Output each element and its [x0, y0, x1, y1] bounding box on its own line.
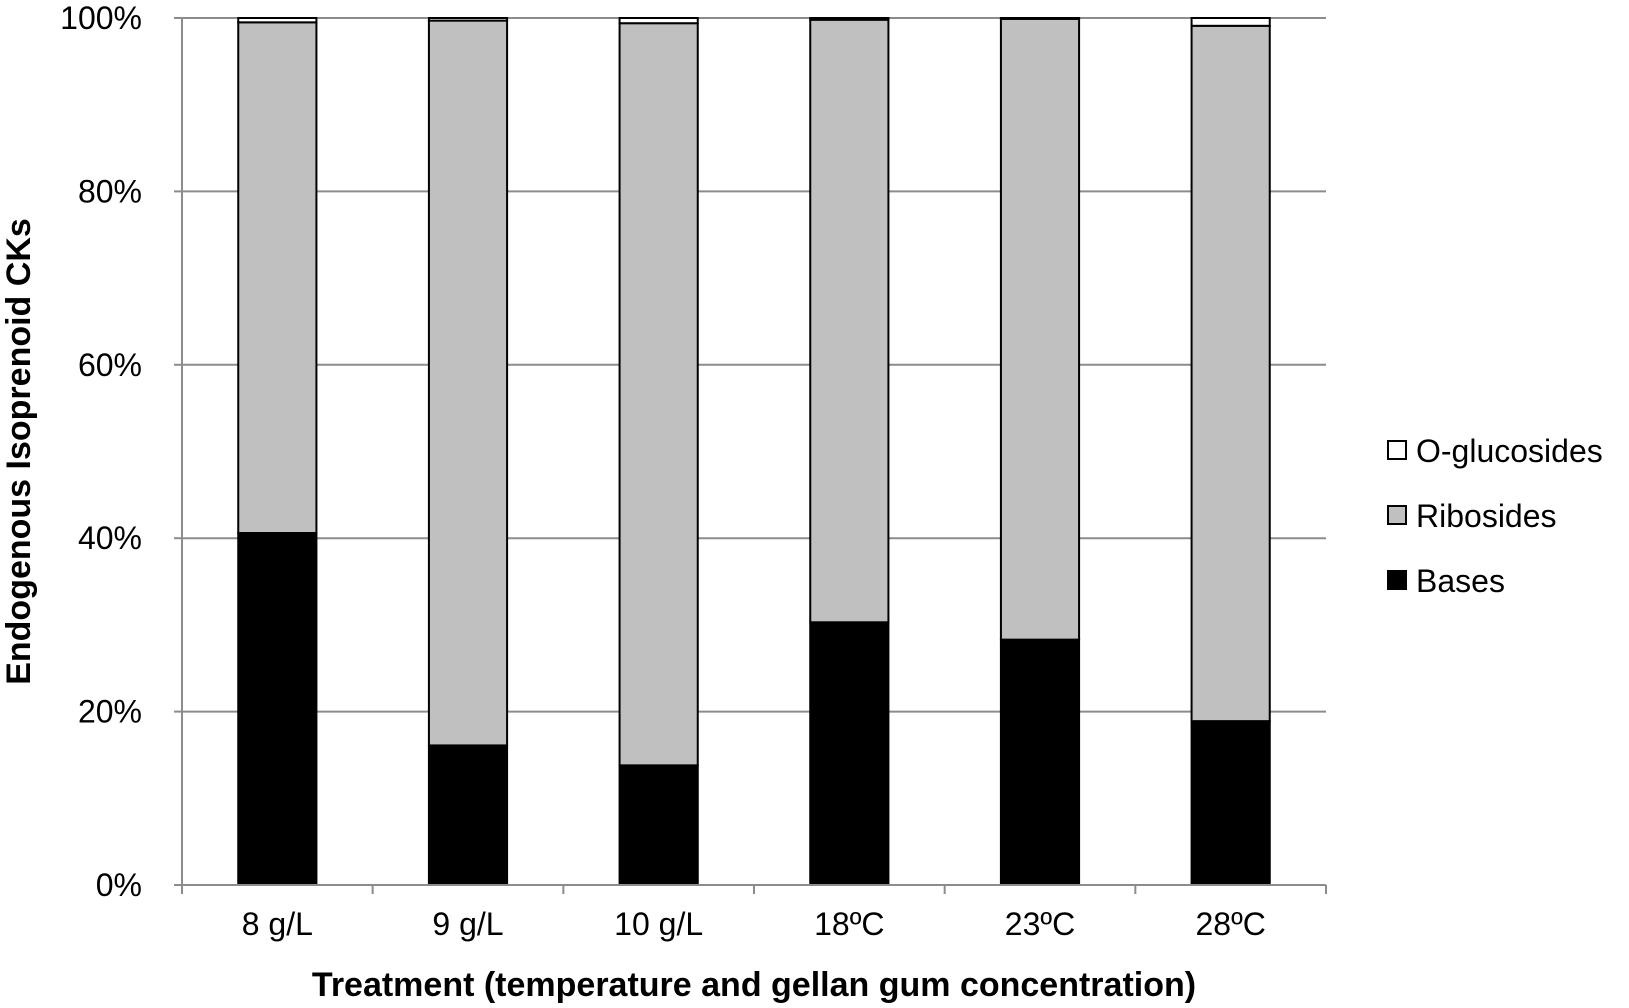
x-tick-labels: 8 g/L 9 g/L 10 g/L 18ºC 23ºC 28ºC	[242, 906, 1266, 942]
y-tick-label: 20%	[78, 694, 142, 730]
axes	[181, 18, 1326, 886]
y-tick-label: 40%	[78, 520, 142, 556]
y-tick-label: 80%	[78, 173, 142, 209]
bar-segment	[618, 764, 699, 886]
y-axis-title: Endogenous Isoprenoid CKs	[0, 218, 38, 685]
legend-label: Bases	[1416, 563, 1505, 599]
legend-item: O-glucosides	[1387, 433, 1603, 469]
bar-segment	[999, 638, 1081, 886]
bar-segment	[427, 19, 509, 747]
gridlines	[174, 17, 1327, 894]
y-tick-labels: 0% 20% 40% 60% 80% 100%	[60, 0, 142, 903]
bar-segment	[427, 17, 509, 22]
bar-segment	[427, 744, 509, 887]
bar-stack	[999, 17, 1081, 886]
bar-segment	[1190, 24, 1271, 723]
bar-segment	[618, 22, 699, 767]
bar-stack	[1190, 17, 1271, 887]
bar-segment	[809, 18, 890, 624]
x-tick-label: 8 g/L	[242, 906, 313, 942]
y-tick-label: 0%	[96, 867, 142, 903]
bar-stack	[237, 17, 318, 886]
bar-segment	[809, 17, 890, 21]
bar-stack	[427, 17, 509, 887]
legend-swatch	[1387, 440, 1407, 460]
bar-stacks	[237, 17, 1271, 887]
x-axis-title: Treatment (temperature and gellan gum co…	[312, 966, 1196, 1004]
x-tick-label: 18ºC	[814, 906, 884, 942]
legend-swatch	[1387, 505, 1407, 525]
x-tick-label: 9 g/L	[432, 906, 503, 942]
legend-swatch	[1387, 570, 1407, 590]
bar-segment	[809, 621, 890, 886]
legend-label: Ribosides	[1416, 498, 1557, 534]
bar-segment	[999, 17, 1081, 20]
bar-segment	[237, 21, 318, 534]
bar-stack	[809, 17, 890, 886]
x-tick-label: 28ºC	[1195, 906, 1265, 942]
bar-segment	[1190, 720, 1271, 887]
bar-segment	[237, 531, 318, 886]
legend-item: Bases	[1387, 563, 1505, 599]
x-tick-label: 23ºC	[1005, 906, 1075, 942]
y-tick-label: 100%	[60, 0, 142, 36]
bar-segment	[237, 17, 318, 24]
bar-stack	[618, 17, 699, 886]
bar-segment	[618, 17, 699, 25]
legend: O-glucosides Ribosides Bases	[1387, 433, 1603, 599]
y-tick-label: 60%	[78, 347, 142, 383]
bar-segment	[1190, 17, 1271, 27]
legend-label: O-glucosides	[1416, 433, 1603, 469]
x-tick-label: 10 g/L	[614, 906, 703, 942]
bar-segment	[999, 17, 1081, 641]
legend-item: Ribosides	[1387, 498, 1557, 534]
